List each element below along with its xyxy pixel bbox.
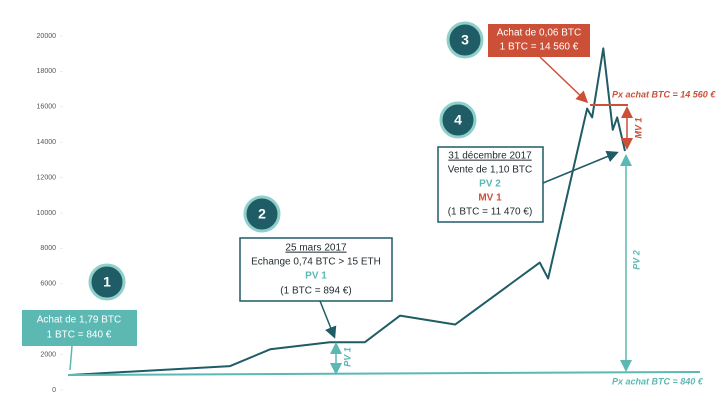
y-tick-label: 2000 <box>40 351 56 358</box>
callout-text: 31 décembre 2017 <box>448 151 532 162</box>
callout-text: Achat de 0,06 BTC <box>497 28 582 39</box>
callout-text: 25 mars 2017 <box>285 243 347 254</box>
step-badge <box>439 101 477 139</box>
gain-label: PV 1 <box>342 347 352 367</box>
buy-price-label: Px achat BTC = 14 560 € <box>612 89 716 99</box>
callout-text: Vente de 1,10 BTC <box>448 165 533 176</box>
callout-box <box>22 310 137 346</box>
step-badge <box>88 263 126 301</box>
y-tick-label: 14000 <box>37 139 57 146</box>
step-number: 3 <box>461 32 469 48</box>
plot: 0200040006000800010000120001400016000180… <box>37 33 626 394</box>
callout-text: MV 1 <box>478 193 502 204</box>
callout-box <box>437 146 544 223</box>
callout-pointer <box>539 56 589 104</box>
y-tick-label: 6000 <box>40 281 56 288</box>
price-line <box>67 47 626 377</box>
step-badge <box>243 195 281 233</box>
y-tick-label: 10000 <box>37 210 57 217</box>
callout-pointer <box>542 150 619 184</box>
step-number: 4 <box>454 112 462 128</box>
callout-text: 1 BTC = 840 € <box>47 330 112 341</box>
gain-label: PV 2 <box>631 250 641 270</box>
y-tick-label: 8000 <box>40 245 56 252</box>
callout-box <box>488 24 590 57</box>
step-number: 2 <box>258 206 266 222</box>
callout-text: PV 1 <box>305 271 327 282</box>
callout-text: Echange 0,74 BTC > 15 ETH <box>251 257 381 268</box>
callout-pointer <box>69 345 73 371</box>
buy-price-label: Px achat BTC = 840 € <box>612 376 704 386</box>
callout-text: PV 2 <box>479 179 501 190</box>
buy-price-line <box>67 371 701 376</box>
loss-label: MV 1 <box>633 117 643 138</box>
y-tick-label: 16000 <box>37 104 57 111</box>
callout-text: Achat de 1,79 BTC <box>37 315 122 326</box>
callout-text: (1 BTC = 11 470 €) <box>448 207 533 218</box>
y-tick-label: 0 <box>52 387 56 394</box>
y-tick-label: 20000 <box>37 33 57 40</box>
step-number: 1 <box>103 274 111 290</box>
callout-pointer <box>319 300 337 339</box>
callout-text: 1 BTC = 14 560 € <box>500 42 579 53</box>
y-tick-label: 12000 <box>37 174 57 181</box>
callout-text: (1 BTC = 894 €) <box>280 286 351 297</box>
step-badge <box>446 21 484 59</box>
callout-box <box>239 237 393 302</box>
y-tick-label: 18000 <box>37 68 57 75</box>
